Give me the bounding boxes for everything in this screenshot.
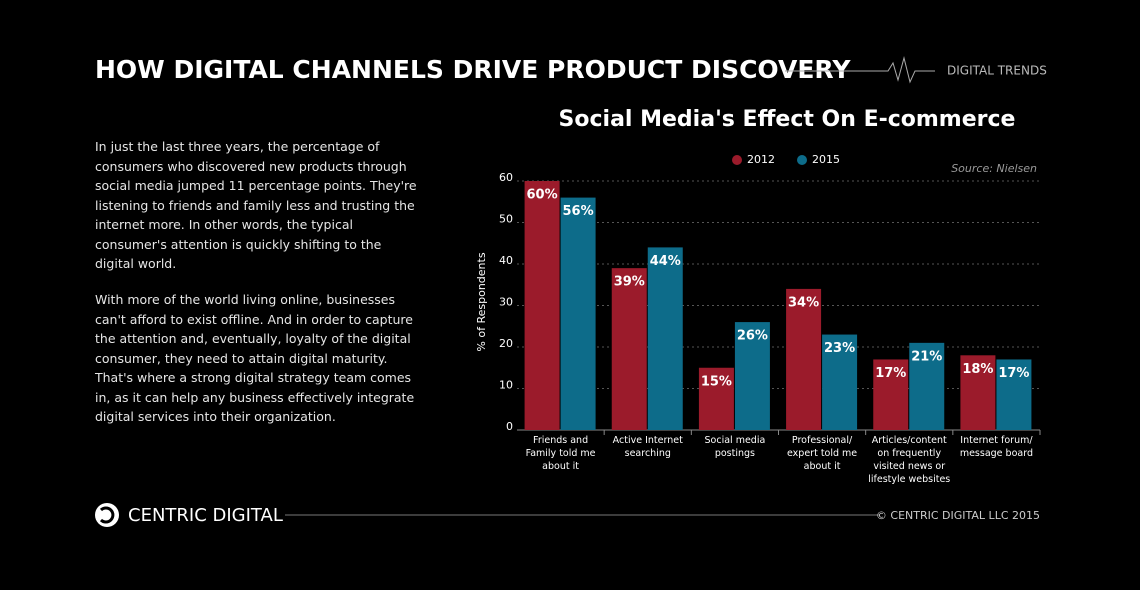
value-label: 56% [563,204,594,219]
legend-swatch [797,155,807,165]
chart-title: Social Media's Effect On E-commerce [559,107,1016,132]
legend-label: 2012 [747,153,775,166]
value-label: 34% [788,295,819,310]
y-tick-label: 0 [506,420,513,433]
x-tick-label: Social media postings [704,435,766,459]
x-tick-label: Active Internet searching [612,435,683,459]
logo-mark [99,506,115,524]
bar [647,247,683,430]
bar [560,197,596,430]
y-axis-label: % of Respondents [475,252,488,351]
x-tick-label: Friends and Family told me about it [525,435,596,472]
x-tick-label: Articles/content on frequently visited n… [868,435,951,485]
page-title: HOW DIGITAL CHANNELS DRIVE PRODUCT DISCO… [95,55,851,84]
value-label: 26% [737,329,768,344]
value-label: 17% [998,366,1029,381]
bar [524,181,560,430]
bar [873,359,909,430]
y-tick-label: 30 [499,296,513,309]
source: Source: Nielsen [951,162,1037,175]
value-label: 15% [701,374,732,389]
value-label: 21% [911,349,942,364]
x-tick-label: Professional/ expert told me about it [787,435,858,472]
heartbeat-line [785,56,935,84]
value-label: 60% [527,188,558,203]
bar [786,288,822,430]
bar [960,355,996,430]
y-tick-label: 10 [499,379,513,392]
y-tick-label: 50 [499,213,513,226]
paragraph: With more of the world living online, bu… [95,292,415,424]
bar [909,342,945,430]
value-label: 23% [824,341,855,356]
bar [996,359,1032,430]
value-label: 39% [614,275,645,290]
copyright: © CENTRIC DIGITAL LLC 2015 [876,509,1040,522]
x-tick-label: Internet forum/ message board [959,435,1033,459]
legend-swatch [732,155,742,165]
bar [698,367,734,430]
bar [611,268,647,430]
y-tick-label: 40 [499,254,513,267]
brand: CENTRIC DIGITAL [128,505,283,526]
value-label: 17% [875,366,906,381]
bar [734,322,770,430]
legend-label: 2015 [812,153,840,166]
section-tag: DIGITAL TRENDS [947,64,1047,78]
value-label: 18% [962,362,993,377]
value-label: 44% [650,254,681,269]
bar [822,334,858,430]
paragraph: In just the last three years, the percen… [95,139,417,271]
y-tick-label: 20 [499,337,513,350]
y-tick-label: 60 [499,171,513,184]
